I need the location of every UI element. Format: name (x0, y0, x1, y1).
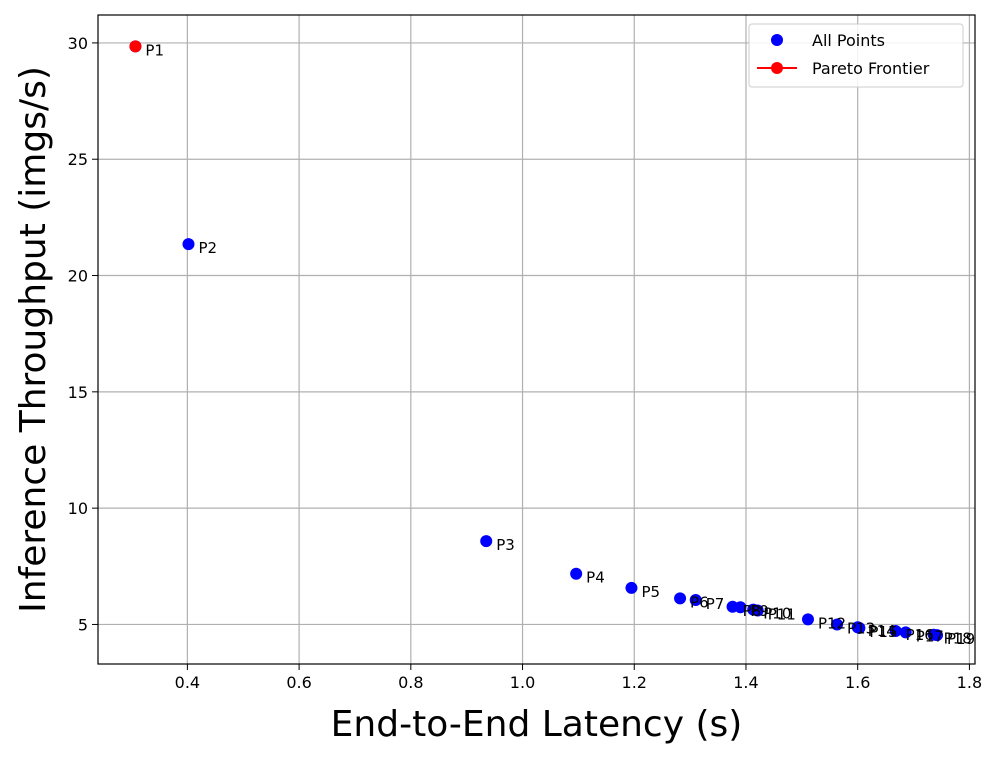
point-label-p6: P6 (690, 593, 709, 611)
point-label-p10: P10 (763, 605, 791, 623)
legend-label-all-points: All Points (812, 31, 885, 50)
point-label-p15: P15 (869, 623, 897, 641)
point-label-p13: P13 (847, 619, 875, 637)
y-tick-label: 30 (68, 34, 88, 53)
x-tick-label: 0.4 (175, 673, 200, 692)
point-p19-all-points (931, 629, 944, 642)
plot-frame (97, 14, 976, 665)
point-label-p17: P17 (916, 627, 944, 645)
point-p16-all-points (889, 624, 902, 637)
point-label-p16: P16 (906, 626, 934, 644)
y-axis-label: Inference Throughput (imgs/s) (13, 66, 54, 613)
y-tick-label: 20 (68, 267, 88, 286)
point-p12-all-points (801, 613, 814, 626)
point-p13-all-points (831, 618, 844, 631)
legend-label-pareto-frontier: Pareto Frontier (812, 59, 930, 78)
x-tick-label: 1.8 (957, 673, 982, 692)
legend-marker-pareto-frontier (771, 62, 783, 74)
point-p3-all-points (480, 535, 493, 548)
point-label-p2: P2 (198, 239, 217, 257)
point-label-p9: P9 (750, 602, 769, 620)
x-tick-label: 1.2 (622, 673, 647, 692)
y-tick-label: 10 (68, 499, 88, 518)
point-label-p1: P1 (145, 41, 164, 59)
point-label-p5: P5 (641, 583, 660, 601)
x-tick-label: 1.6 (845, 673, 870, 692)
point-p2-all-points (182, 238, 195, 251)
point-p15-all-points (853, 621, 866, 634)
point-label-p19: P19 (947, 630, 975, 648)
point-label-p11: P11 (768, 605, 796, 623)
point-p7-all-points (689, 594, 702, 607)
x-axis-label: End-to-End Latency (s) (331, 704, 743, 745)
legend-box (748, 23, 964, 88)
point-p4-all-points (570, 567, 583, 580)
point-label-p4: P4 (586, 569, 605, 587)
x-tick-label: 0.8 (398, 673, 423, 692)
x-tick-label: 0.6 (286, 673, 311, 692)
point-p11-all-points (751, 604, 764, 617)
y-axis-ticks: 5 10 15 20 25 30 (68, 34, 98, 634)
y-tick-label: 15 (68, 383, 88, 402)
point-label-p8: P8 (743, 602, 762, 620)
point-p5-all-points (625, 581, 638, 594)
point-p1-pareto-frontier (129, 40, 142, 53)
data-points (129, 40, 944, 642)
point-label-p7: P7 (706, 595, 725, 613)
x-tick-label: 1.0 (510, 673, 535, 692)
point-p6-all-points (674, 592, 687, 605)
point-label-p18: P18 (944, 630, 972, 648)
point-p9-all-points (734, 601, 747, 614)
point-label-p3: P3 (496, 536, 515, 554)
y-tick-label: 25 (68, 150, 88, 169)
point-p17-all-points (899, 626, 912, 639)
x-tick-label: 1.4 (733, 673, 758, 692)
grid-lines (98, 15, 975, 664)
point-label-p12: P12 (818, 614, 846, 632)
legend: All Points Pareto Frontier (748, 23, 964, 88)
point-label-p14: P14 (868, 622, 896, 640)
x-axis-ticks: 0.4 0.6 0.8 1.0 1.2 1.4 1.6 1.8 (175, 664, 982, 692)
legend-marker-all-points (771, 34, 783, 46)
y-tick-label: 5 (78, 615, 88, 634)
